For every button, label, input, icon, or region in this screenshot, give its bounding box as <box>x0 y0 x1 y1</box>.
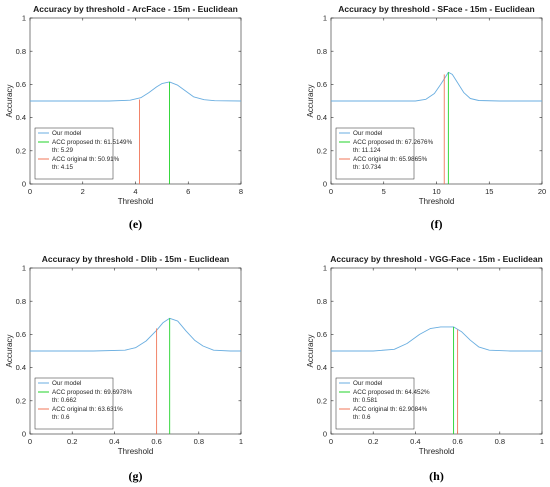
subfigure-caption: (e) <box>129 217 142 231</box>
x-tick-label: 4 <box>133 187 137 196</box>
legend-entry: Our model <box>52 380 81 387</box>
x-tick-label: 0.4 <box>109 437 119 446</box>
y-tick-label: 0.6 <box>16 80 26 89</box>
y-tick-label: 0 <box>22 180 26 189</box>
legend-entry: ACC proposed th: 67.2676% <box>353 139 434 146</box>
legend-entry: ACC original th: 50.91% <box>52 156 120 163</box>
x-tick-label: 1 <box>239 437 243 446</box>
legend-entry: ACC proposed th: 69.6978% <box>52 389 133 396</box>
legend-entry-threshold: th: 0.662 <box>52 397 77 404</box>
chart-panel: Accuracy by threshold - Dlib - 15m - Euc… <box>5 254 243 483</box>
x-tick-label: 8 <box>239 187 243 196</box>
y-tick-label: 0.4 <box>317 363 327 372</box>
x-tick-label: 0.6 <box>151 437 161 446</box>
x-tick-label: 0.2 <box>67 437 77 446</box>
legend-entry: Our model <box>353 380 382 387</box>
legend-entry: ACC proposed th: 64.452% <box>353 389 430 396</box>
y-tick-label: 0.4 <box>317 113 327 122</box>
x-tick-label: 0.6 <box>452 437 462 446</box>
subfigure-caption: (g) <box>129 469 143 483</box>
legend-entry: ACC original th: 62.9084% <box>353 406 428 413</box>
y-tick-label: 0.6 <box>317 330 327 339</box>
y-tick-label: 0.2 <box>317 146 327 155</box>
chart-title: Accuracy by threshold - VGG-Face - 15m -… <box>330 254 543 264</box>
series-line-our-model <box>331 326 542 352</box>
x-tick-label: 0 <box>28 187 32 196</box>
y-tick-label: 1 <box>22 14 26 23</box>
subfigure-caption: (f) <box>431 217 443 231</box>
y-axis-label: Accuracy <box>306 85 315 118</box>
x-tick-label: 6 <box>186 187 190 196</box>
x-tick-label: 0.2 <box>368 437 378 446</box>
x-tick-label: 15 <box>485 187 493 196</box>
y-tick-label: 1 <box>22 264 26 273</box>
y-tick-label: 0.4 <box>16 113 26 122</box>
x-axis-label: Threshold <box>118 447 154 456</box>
legend-entry-threshold: th: 0.6 <box>52 414 70 421</box>
chart-panel: Accuracy by threshold - ArcFace - 15m - … <box>5 4 243 231</box>
x-tick-label: 0 <box>329 187 333 196</box>
x-tick-label: 0.4 <box>410 437 420 446</box>
legend-box <box>34 127 114 180</box>
legend-entry-threshold: th: 11.124 <box>353 147 381 154</box>
legend-entry: Our model <box>52 130 81 137</box>
legend-entry-threshold: th: 0.6 <box>353 414 371 421</box>
x-tick-label: 1 <box>540 437 544 446</box>
legend-entry: ACC original th: 63.631% <box>52 406 123 413</box>
y-tick-label: 0 <box>22 430 26 439</box>
y-axis-label: Accuracy <box>306 335 315 368</box>
legend-box <box>335 377 415 430</box>
y-tick-label: 0.8 <box>317 297 327 306</box>
y-tick-label: 0 <box>323 430 327 439</box>
legend-entry-threshold: th: 4.15 <box>52 164 74 171</box>
legend-entry: ACC original th: 65.9865% <box>353 156 428 163</box>
series-line-our-model <box>30 81 242 102</box>
x-tick-label: 10 <box>432 187 440 196</box>
x-axis-label: Threshold <box>419 197 455 206</box>
chart-title: Accuracy by threshold - ArcFace - 15m - … <box>33 4 238 14</box>
legend-box <box>335 127 415 180</box>
y-tick-label: 0.6 <box>317 80 327 89</box>
x-tick-label: 0.8 <box>194 437 204 446</box>
legend-entry: Our model <box>353 130 382 137</box>
subfigure-caption: (h) <box>429 469 444 483</box>
x-tick-label: 0 <box>28 437 32 446</box>
legend-box <box>34 377 114 430</box>
x-axis-label: Threshold <box>419 447 455 456</box>
y-tick-label: 0.2 <box>16 146 26 155</box>
x-axis-label: Threshold <box>118 197 154 206</box>
chart-title: Accuracy by threshold - Dlib - 15m - Euc… <box>42 254 230 264</box>
y-tick-label: 0.8 <box>16 297 26 306</box>
y-tick-label: 0.2 <box>317 396 327 405</box>
y-tick-label: 0.8 <box>317 47 327 56</box>
y-tick-label: 1 <box>323 264 327 273</box>
chart-panel: Accuracy by threshold - SFace - 15m - Eu… <box>306 4 546 231</box>
chart-title: Accuracy by threshold - SFace - 15m - Eu… <box>338 4 535 14</box>
y-tick-label: 0.4 <box>16 363 26 372</box>
chart-panel: Accuracy by threshold - VGG-Face - 15m -… <box>306 254 544 483</box>
y-axis-label: Accuracy <box>5 335 14 368</box>
legend-entry: ACC proposed th: 61.5149% <box>52 139 133 146</box>
y-tick-label: 0.8 <box>16 47 26 56</box>
legend-entry-threshold: th: 0.581 <box>353 397 378 404</box>
x-tick-label: 20 <box>538 187 546 196</box>
y-tick-label: 1 <box>323 14 327 23</box>
y-tick-label: 0.6 <box>16 330 26 339</box>
legend-entry-threshold: th: 10.734 <box>353 164 382 171</box>
legend-entry-threshold: th: 5.29 <box>52 147 74 154</box>
x-tick-label: 5 <box>382 187 386 196</box>
y-tick-label: 0.2 <box>16 396 26 405</box>
x-tick-label: 0 <box>329 437 333 446</box>
y-axis-label: Accuracy <box>5 85 14 118</box>
y-tick-label: 0 <box>323 180 327 189</box>
x-tick-label: 2 <box>81 187 85 196</box>
x-tick-label: 0.8 <box>495 437 505 446</box>
